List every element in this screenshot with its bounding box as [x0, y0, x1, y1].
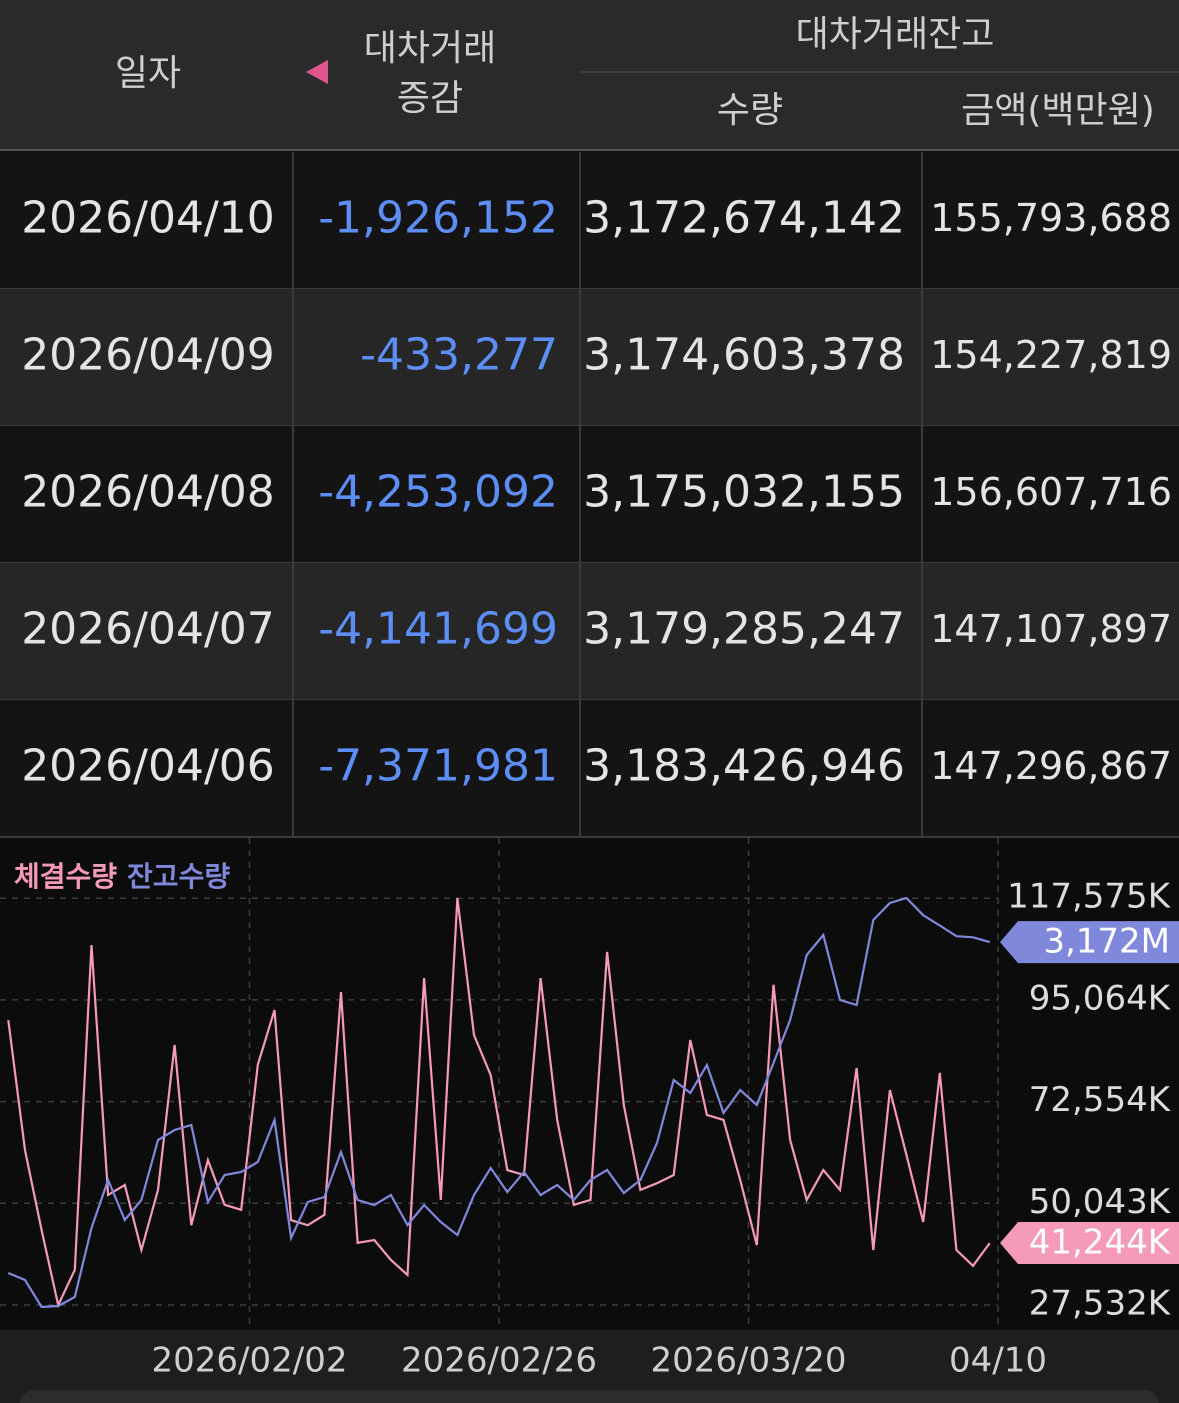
y-tick-label: 50,043K — [1029, 1182, 1172, 1222]
cell-quantity: 3,172,674,142 — [583, 193, 905, 244]
cell-quantity: 3,175,032,155 — [583, 467, 905, 518]
header-change[interactable]: 증감 — [397, 78, 463, 119]
series-line — [7, 896, 991, 1309]
y-tick-label: 95,064K — [1029, 978, 1172, 1018]
header-amount[interactable]: 금액(백만원) — [961, 90, 1155, 131]
cell-change: -4,253,092 — [318, 467, 558, 518]
x-tick-label: 2026/02/26 — [401, 1341, 597, 1381]
cell-change: -1,926,152 — [318, 193, 558, 244]
cell-amount: 154,227,819 — [930, 333, 1172, 377]
table-row-bg — [0, 700, 1179, 837]
last-value-badge — [1000, 1222, 1179, 1265]
legend-entry: 체결수량 — [14, 860, 117, 893]
cell-amount: 147,296,867 — [930, 744, 1172, 788]
x-tick-label: 2026/02/02 — [152, 1341, 348, 1381]
last-value-badge — [1000, 921, 1179, 964]
sort-indicator[interactable] — [306, 60, 328, 84]
bottom-handle — [20, 1390, 1159, 1403]
table-row-bg — [0, 426, 1179, 563]
cell-change: -7,371,981 — [318, 741, 558, 792]
cell-amount: 155,793,688 — [930, 196, 1172, 240]
cell-quantity: 3,183,426,946 — [583, 741, 905, 792]
y-tick-label: 117,575K — [1007, 877, 1172, 917]
header-date[interactable]: 일자 — [115, 53, 181, 94]
cell-amount: 156,607,716 — [930, 470, 1172, 514]
table-row-bg — [0, 289, 1179, 426]
x-tick-label: 2026/03/20 — [651, 1341, 847, 1381]
y-tick-label: 27,532K — [1029, 1283, 1172, 1323]
table-row-bg — [0, 152, 1179, 289]
cell-quantity: 3,179,285,247 — [583, 604, 905, 655]
header-change[interactable]: 대차거래 — [364, 28, 496, 69]
cell-date: 2026/04/10 — [21, 193, 275, 244]
chart: 27,532K 50,043K 72,554K 95,064K 117,575K 2026… — [0, 838, 1179, 1381]
table-row-bg — [0, 563, 1179, 700]
cell-quantity: 3,174,603,378 — [583, 330, 905, 381]
cell-date: 2026/04/06 — [21, 741, 275, 792]
cell-date: 2026/04/07 — [21, 604, 275, 655]
x-tick-label: 04/10 — [949, 1341, 1047, 1381]
last-value-label: 3,172M — [1043, 922, 1170, 962]
header-quantity[interactable]: 수량 — [717, 90, 783, 131]
cell-amount: 147,107,897 — [930, 607, 1172, 651]
cell-date: 2026/04/09 — [21, 330, 275, 381]
series-line — [7, 897, 991, 1309]
table-header-bg — [0, 0, 1179, 150]
legend-entry: 잔고수량 — [127, 860, 230, 893]
cell-date: 2026/04/08 — [21, 467, 275, 518]
last-value-label: 41,244K — [1029, 1223, 1172, 1263]
y-tick-label: 72,554K — [1029, 1080, 1172, 1120]
header-balance: 대차거래잔고 — [796, 14, 995, 55]
cell-change: -433,277 — [360, 330, 558, 381]
cell-change: -4,141,699 — [318, 604, 558, 655]
table-body: 2026/04/10 -1,926,152 3,172,674,142 155,793… — [0, 152, 1179, 838]
plot-bg — [0, 838, 1179, 1330]
